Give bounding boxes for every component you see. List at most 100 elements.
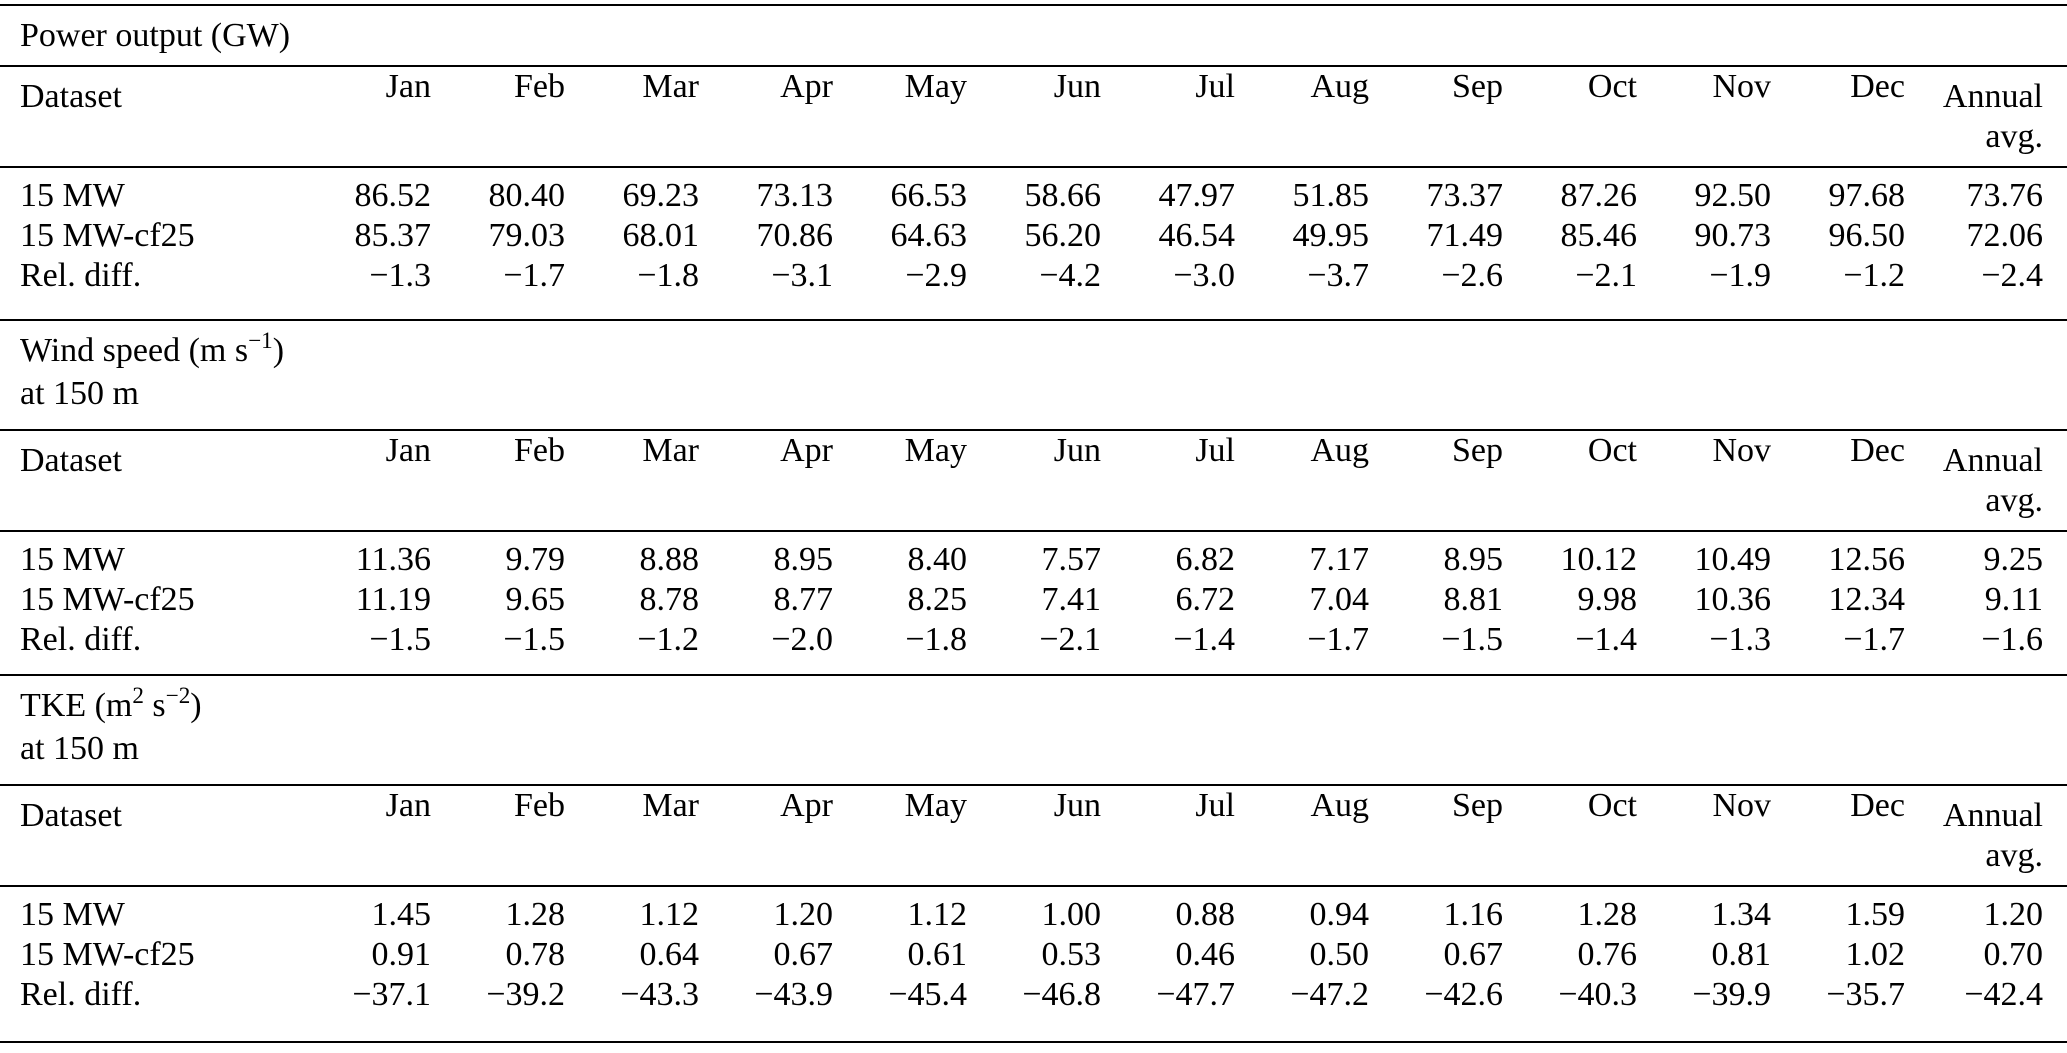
dataset-header-cell: Dataset	[0, 67, 297, 168]
month-header-cell: Sep	[1369, 67, 1503, 168]
data-cell: 1.28	[1577, 896, 1638, 933]
data-cell: 11.36	[355, 541, 431, 578]
data-cell: 64.63	[890, 217, 968, 254]
data-cell: 73.76	[1966, 177, 2044, 214]
data-cell: −1.8	[905, 621, 967, 658]
row-label: Rel. diff.	[20, 621, 142, 658]
month-header-cell: May	[833, 786, 967, 887]
data-cell: 1.02	[1845, 936, 1906, 973]
table-row: Rel. diff. −1.3 −1.7 −1.8 −3.1 −2.9 −4.2 −3.0 −3…	[0, 256, 2067, 296]
month-header-cell: Jun	[967, 786, 1101, 887]
section-title-text: )	[272, 332, 285, 369]
data-cell: −47.2	[1290, 976, 1369, 1013]
month-header-cell: Aug	[1235, 786, 1369, 887]
data-cell: −39.9	[1692, 976, 1771, 1013]
data-cell: 10.49	[1694, 541, 1772, 578]
data-cell: 47.97	[1158, 177, 1236, 214]
data-cell: 49.95	[1292, 217, 1370, 254]
data-cell: 80.40	[488, 177, 566, 214]
bottom-rule	[0, 1041, 2067, 1043]
data-cell: 12.34	[1828, 581, 1906, 618]
row-label: 15 MW	[20, 177, 125, 214]
data-cell: −47.7	[1156, 976, 1235, 1013]
data-cell: 1.12	[639, 896, 700, 933]
month-header-cell: Aug	[1235, 67, 1369, 168]
data-cell: −3.7	[1307, 257, 1369, 294]
data-cell: 11.19	[355, 581, 431, 618]
data-cell: 1.12	[907, 896, 968, 933]
data-cell: 1.00	[1041, 896, 1102, 933]
data-cell: −42.6	[1424, 976, 1503, 1013]
data-cell: 1.28	[505, 896, 566, 933]
section-title-line1: TKE (m2 s−2)	[20, 684, 2047, 727]
row-label: Rel. diff.	[20, 976, 142, 1013]
data-cell: −1.5	[369, 621, 431, 658]
data-cell: −2.4	[1981, 257, 2043, 294]
month-header-cell: Jul	[1101, 431, 1235, 532]
month-header-cell: Apr	[699, 67, 833, 168]
data-cell: −2.1	[1039, 621, 1101, 658]
section-separator-rule-2	[0, 674, 2067, 676]
data-cell: 8.95	[1443, 541, 1504, 578]
data-cell: 9.98	[1577, 581, 1638, 618]
data-cell: 68.01	[622, 217, 700, 254]
table-row: Rel. diff. −37.1 −39.2 −43.3 −43.9 −45.4 −46.8…	[0, 975, 2067, 1015]
annual-header-line1: Annual	[1942, 78, 2043, 115]
section-title-wind-speed: Wind speed (m s−1) at 150 m	[0, 321, 2067, 429]
data-cell: −3.1	[771, 257, 833, 294]
data-cell: 70.86	[756, 217, 834, 254]
section-title-line1: Wind speed (m s−1)	[20, 329, 2047, 372]
month-header-cell: Sep	[1369, 431, 1503, 532]
data-cell: 92.50	[1694, 177, 1772, 214]
month-header-cell: Nov	[1637, 786, 1771, 887]
table-row: 15 MW 1.45 1.28 1.12 1.20 1.12 1.00 0.88 0.94 1.1…	[0, 886, 2067, 935]
data-cell: 69.23	[622, 177, 700, 214]
month-header-cell: May	[833, 67, 967, 168]
data-cell: −2.9	[905, 257, 967, 294]
section-separator-rule-1	[0, 319, 2067, 321]
data-cell: 1.20	[1983, 896, 2044, 933]
data-cell: 10.12	[1560, 541, 1638, 578]
annual-header-line2: avg.	[1985, 482, 2043, 519]
data-cell: −39.2	[486, 976, 565, 1013]
data-cell: 90.73	[1694, 217, 1772, 254]
table-row: 15 MW 86.52 80.40 69.23 73.13 66.53 58.66 47.97…	[0, 167, 2067, 216]
superscript-exponent: −2	[165, 683, 191, 710]
month-header-cell: Nov	[1637, 431, 1771, 532]
month-header-cell: Feb	[431, 786, 565, 887]
data-cell: 79.03	[488, 217, 566, 254]
table-row: 15 MW 11.36 9.79 8.88 8.95 8.40 7.57 6.82 7.17 8.…	[0, 531, 2067, 580]
data-cell: −1.4	[1173, 621, 1235, 658]
top-rule	[0, 4, 2067, 6]
data-cell: 10.36	[1694, 581, 1772, 618]
table-row: 15 MW-cf25 11.19 9.65 8.78 8.77 8.25 7.41 6.72 7…	[0, 580, 2067, 620]
month-header-cell: Feb	[431, 431, 565, 532]
data-cell: 8.81	[1443, 581, 1504, 618]
table-row: Rel. diff. −1.5 −1.5 −1.2 −2.0 −1.8 −2.1 −1.4 −1…	[0, 620, 2067, 660]
data-cell: 85.46	[1560, 217, 1638, 254]
data-cell: 8.77	[773, 581, 834, 618]
data-cell: −1.3	[369, 257, 431, 294]
data-cell: 0.53	[1041, 936, 1102, 973]
row-label: 15 MW-cf25	[20, 581, 195, 618]
data-cell: −1.7	[503, 257, 565, 294]
month-header-cell: Oct	[1503, 67, 1637, 168]
data-cell: −37.1	[352, 976, 431, 1013]
data-cell: −1.5	[1441, 621, 1503, 658]
data-cell: 7.57	[1041, 541, 1102, 578]
data-cell: 0.81	[1711, 936, 1772, 973]
dataset-header-cell: Dataset	[0, 431, 297, 532]
annual-header-cell: Annual avg.	[1905, 431, 2067, 532]
data-cell: −1.2	[637, 621, 699, 658]
row-label: 15 MW-cf25	[20, 217, 195, 254]
month-header-cell: Jan	[297, 67, 431, 168]
data-cell: 72.06	[1966, 217, 2044, 254]
data-cell: 0.64	[639, 936, 700, 973]
annual-header-line2: avg.	[1985, 837, 2043, 874]
row-label: 15 MW	[20, 896, 125, 933]
data-cell: −1.6	[1981, 621, 2043, 658]
data-cell: 9.11	[1984, 581, 2043, 618]
month-header-cell: Dec	[1771, 431, 1905, 532]
section-title-line2: at 150 m	[20, 730, 139, 767]
data-cell: −3.0	[1173, 257, 1235, 294]
